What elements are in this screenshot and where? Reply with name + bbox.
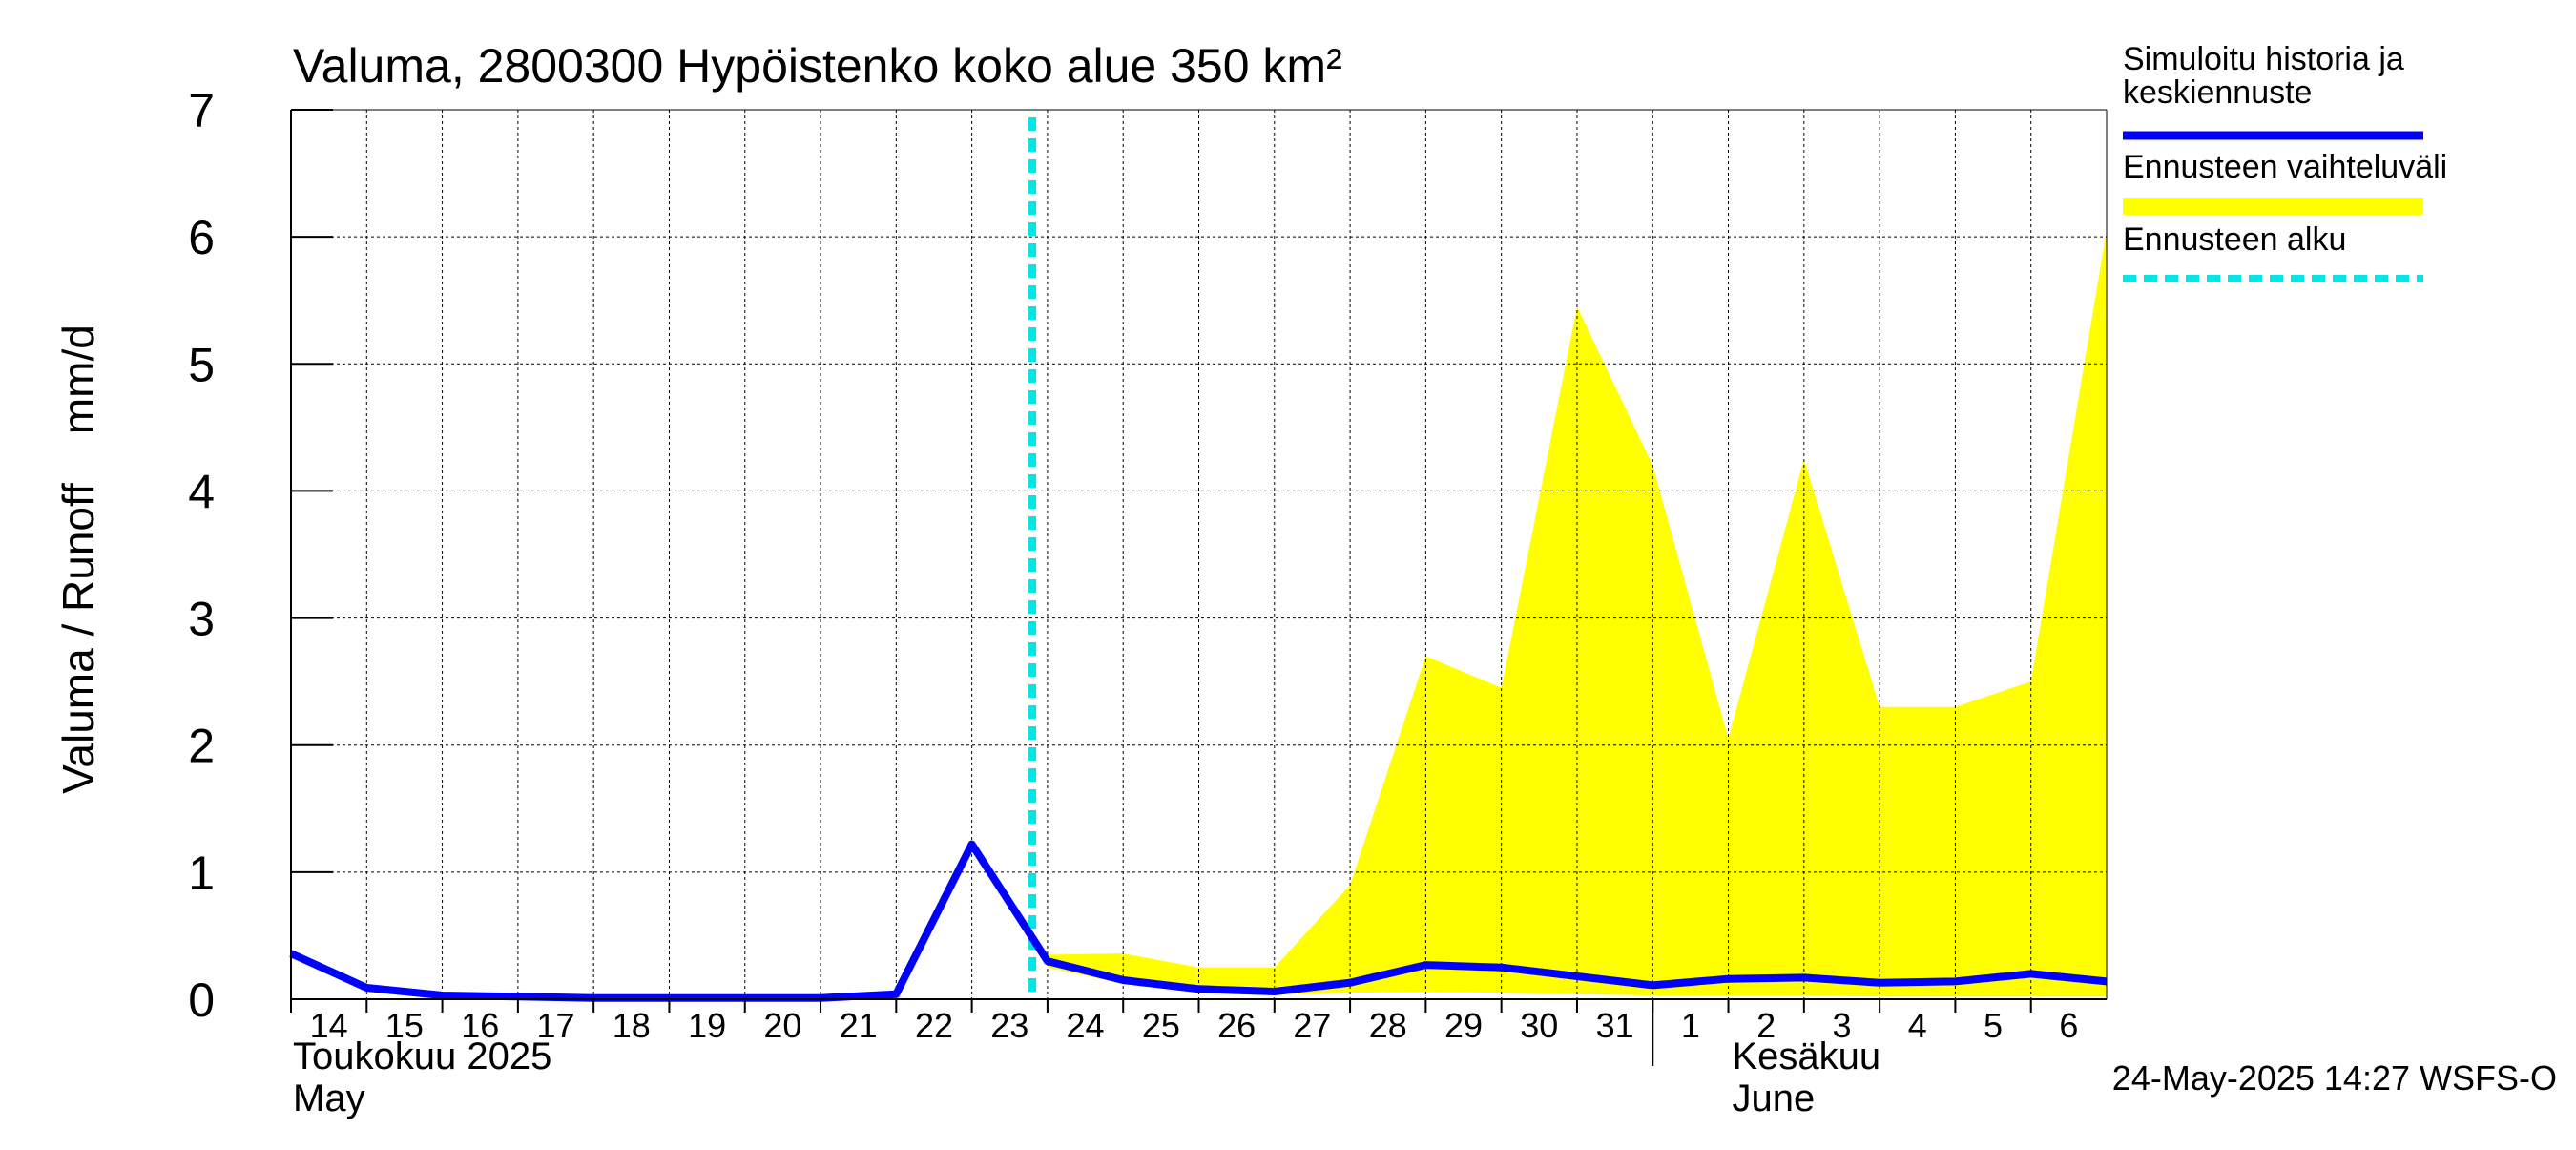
month-label-en: June [1733, 1077, 1816, 1119]
legend-swatch-band [2123, 198, 2423, 215]
x-tick-label: 20 [763, 1006, 801, 1045]
x-tick-label: 2 [1756, 1006, 1776, 1045]
x-tick-label: 16 [461, 1006, 499, 1045]
x-tick-label: 1 [1681, 1006, 1700, 1045]
legend-label: Simuloitu historia ja [2123, 41, 2404, 77]
x-tick-label: 4 [1908, 1006, 1927, 1045]
x-tick-label: 6 [2059, 1006, 2078, 1045]
month-label-en: May [293, 1077, 365, 1119]
x-tick-label: 26 [1217, 1006, 1256, 1045]
y-axis-label: Valuma / Runoff mm/d [53, 324, 103, 794]
chart-title: Valuma, 2800300 Hypöistenko koko alue 35… [293, 39, 1342, 93]
legend-label: keskiennuste [2123, 74, 2312, 111]
series-line-mean [289, 840, 2108, 1002]
x-tick-label: 25 [1142, 1006, 1180, 1045]
x-tick-label: 5 [1984, 1006, 2003, 1045]
x-tick-label: 30 [1520, 1006, 1558, 1045]
axes-layer [290, 109, 2108, 1066]
x-tick-label: 19 [688, 1006, 726, 1045]
series-layer [289, 840, 2108, 1002]
month-label-fi: Kesäkuu [1733, 1035, 1881, 1077]
x-tick-label: 15 [385, 1006, 424, 1045]
y-tick-label: 0 [188, 973, 215, 1027]
grid-layer [291, 110, 2107, 999]
x-tick-label: 22 [915, 1006, 953, 1045]
x-tick-label: 24 [1067, 1006, 1105, 1045]
x-tick-label: 14 [310, 1006, 348, 1045]
x-tick-label: 29 [1444, 1006, 1483, 1045]
timestamp: 24-May-2025 14:27 WSFS-O [2112, 1058, 2557, 1098]
y-tick-label: 4 [188, 465, 215, 518]
y-tick-label: 1 [188, 847, 215, 900]
forecast-band-layer [1047, 230, 2107, 997]
y-tick-label: 6 [188, 211, 215, 264]
forecast-range-band [1047, 230, 2107, 997]
y-tick-label: 5 [188, 338, 215, 391]
x-tick-label: 23 [990, 1006, 1028, 1045]
x-tick-label: 18 [613, 1006, 651, 1045]
x-tick-label: 17 [536, 1006, 574, 1045]
y-tick-label: 3 [188, 593, 215, 646]
x-tick-label: 31 [1596, 1006, 1634, 1045]
legend-label: Ennusteen vaihteluväli [2123, 149, 2447, 185]
legend-label: Ennusteen alku [2123, 221, 2346, 258]
x-tick-label: 28 [1369, 1006, 1407, 1045]
x-tick-label: 3 [1832, 1006, 1851, 1045]
y-tick-label: 7 [188, 84, 215, 137]
y-tick-label: 2 [188, 720, 215, 773]
x-tick-label: 21 [840, 1006, 878, 1045]
month-label-fi: Toukokuu 2025 [293, 1035, 551, 1077]
x-tick-label: 27 [1293, 1006, 1331, 1045]
